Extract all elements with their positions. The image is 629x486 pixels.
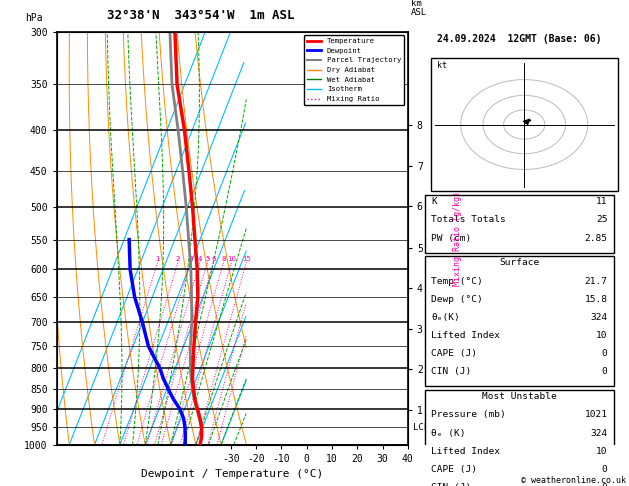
Text: 8: 8 [221, 257, 226, 262]
Text: Totals Totals: Totals Totals [431, 215, 506, 225]
Y-axis label: Mixing Ratio (g/kg): Mixing Ratio (g/kg) [454, 191, 462, 286]
Text: 5: 5 [205, 257, 209, 262]
Text: 24.09.2024  12GMT (Base: 06): 24.09.2024 12GMT (Base: 06) [437, 34, 601, 44]
Text: CAPE (J): CAPE (J) [431, 349, 477, 358]
Text: θₑ(K): θₑ(K) [431, 313, 460, 322]
Text: CIN (J): CIN (J) [431, 483, 471, 486]
Text: Lifted Index: Lifted Index [431, 447, 500, 456]
Text: hPa: hPa [25, 13, 43, 23]
Text: 10: 10 [227, 257, 236, 262]
Text: 324: 324 [590, 313, 608, 322]
Text: 4: 4 [198, 257, 202, 262]
Text: Pressure (mb): Pressure (mb) [431, 410, 506, 419]
Text: 6: 6 [211, 257, 216, 262]
Text: Dewp (°C): Dewp (°C) [431, 295, 482, 304]
Text: Surface: Surface [499, 259, 539, 267]
Text: 25: 25 [596, 215, 608, 225]
X-axis label: Dewpoint / Temperature (°C): Dewpoint / Temperature (°C) [141, 469, 323, 479]
Bar [431, 58, 618, 191]
Text: 324: 324 [590, 429, 608, 437]
Bar [425, 195, 613, 253]
Text: 11: 11 [596, 197, 608, 206]
Text: Lifted Index: Lifted Index [431, 331, 500, 340]
Text: 0: 0 [602, 367, 608, 377]
Text: kt: kt [437, 60, 447, 69]
Text: 21.7: 21.7 [584, 277, 608, 286]
Text: 1021: 1021 [584, 410, 608, 419]
Text: PW (cm): PW (cm) [431, 234, 471, 243]
Text: 1: 1 [155, 257, 160, 262]
Text: CIN (J): CIN (J) [431, 367, 471, 377]
Text: Most Unstable: Most Unstable [482, 392, 557, 401]
Text: 3: 3 [188, 257, 193, 262]
Text: 0: 0 [602, 349, 608, 358]
Legend: Temperature, Dewpoint, Parcel Trajectory, Dry Adiabat, Wet Adiabat, Isotherm, Mi: Temperature, Dewpoint, Parcel Trajectory… [304, 35, 404, 105]
Text: 10: 10 [596, 331, 608, 340]
Text: LCL: LCL [413, 423, 429, 432]
Text: Temp (°C): Temp (°C) [431, 277, 482, 286]
Text: 2: 2 [175, 257, 180, 262]
Text: 10: 10 [596, 447, 608, 456]
Text: 15: 15 [242, 257, 251, 262]
Bar [425, 390, 613, 486]
Text: K: K [431, 197, 437, 206]
Text: 15.8: 15.8 [584, 295, 608, 304]
Text: 0: 0 [602, 465, 608, 474]
Text: θₑ (K): θₑ (K) [431, 429, 465, 437]
Text: 0: 0 [602, 483, 608, 486]
Text: CAPE (J): CAPE (J) [431, 465, 477, 474]
Text: km
ASL: km ASL [411, 0, 428, 17]
Bar [425, 256, 613, 386]
Text: 32°38'N  343°54'W  1m ASL: 32°38'N 343°54'W 1m ASL [107, 9, 294, 22]
Text: 2.85: 2.85 [584, 234, 608, 243]
Text: © weatheronline.co.uk: © weatheronline.co.uk [521, 475, 626, 485]
